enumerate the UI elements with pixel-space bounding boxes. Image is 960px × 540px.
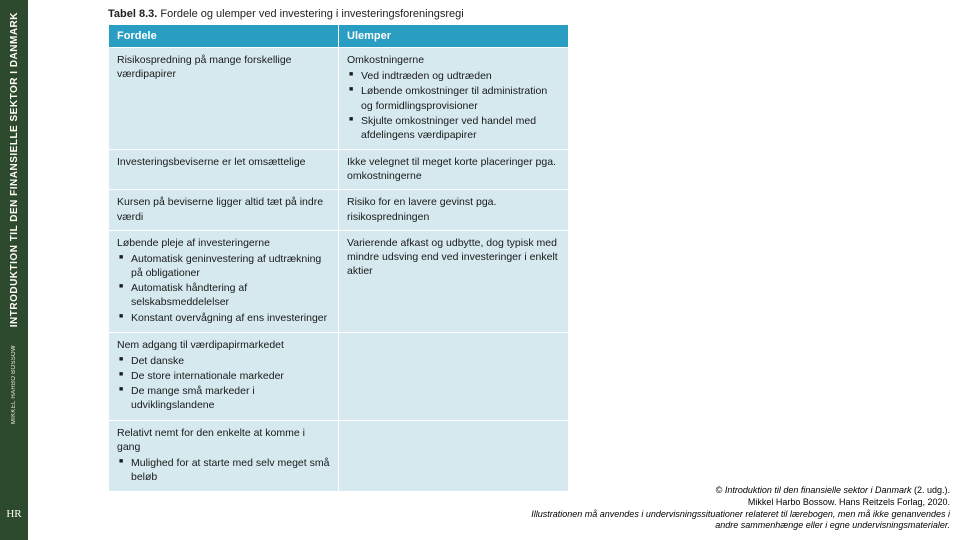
spine-title: INTRODUKTION TIL DEN FINANSIELLE SEKTOR …: [9, 12, 20, 327]
cell-lead: Investeringsbeviserne er let omsættelige: [117, 155, 330, 169]
bullet-item: Det danske: [117, 354, 330, 368]
bullet-item: Løbende omkostninger til administration …: [347, 84, 560, 112]
table-row: Kursen på beviserne ligger altid tæt på …: [109, 190, 569, 230]
fordele-cell: Risikospredning på mange forskellige vær…: [109, 48, 339, 150]
table-row: Nem adgang til værdipapirmarkedet Det dan…: [109, 332, 569, 420]
spine-author: MIKKEL HARBO BOSSOW: [11, 345, 17, 424]
fordele-cell: Løbende pleje af investeringerne Automati…: [109, 230, 339, 332]
bullet-item: Skjulte omkostninger ved handel med afde…: [347, 114, 560, 142]
cell-lead: Varierende afkast og udbytte, dog typisk…: [347, 236, 560, 279]
cell-lead: Risikospredning på mange forskellige vær…: [117, 53, 330, 81]
table-row: Risikospredning på mange forskellige vær…: [109, 48, 569, 150]
cell-bullets: Det danskeDe store internationale marked…: [117, 354, 330, 413]
cell-bullets: Mulighed for at starte med selv meget sm…: [117, 456, 330, 484]
fordele-cell: Investeringsbeviserne er let omsættelige: [109, 150, 339, 190]
credit-line-3: Illustrationen må anvendes i undervisnin…: [510, 509, 950, 532]
bullet-item: Konstant overvågning af ens investeringe…: [117, 311, 330, 325]
cell-lead: Ikke velegnet til meget korte placeringe…: [347, 155, 560, 183]
table-row: Relativt nemt for den enkelte at komme i…: [109, 420, 569, 492]
fordele-cell: Relativt nemt for den enkelte at komme i…: [109, 420, 339, 492]
bullet-item: Automatisk geninvestering af udtrækning …: [117, 252, 330, 280]
col-header-ulemper: Ulemper: [339, 25, 569, 48]
cell-lead: Relativt nemt for den enkelte at komme i…: [117, 426, 330, 454]
bullet-item: Ved indtræden og udtræden: [347, 69, 560, 83]
cell-lead: Risiko for en lavere gevinst pga. risiko…: [347, 195, 560, 223]
ulemper-cell: Varierende afkast og udbytte, dog typisk…: [339, 230, 569, 332]
cell-bullets: Automatisk geninvestering af udtrækning …: [117, 252, 330, 325]
publisher-logo: HR: [6, 508, 21, 520]
fordele-cell: Kursen på beviserne ligger altid tæt på …: [109, 190, 339, 230]
col-header-fordele: Fordele: [109, 25, 339, 48]
cell-lead: Omkostningerne: [347, 53, 560, 67]
ulemper-cell: [339, 420, 569, 492]
table-caption: Tabel 8.3. Fordele og ulemper ved invest…: [108, 8, 950, 20]
bullet-item: De store internationale markeder: [117, 369, 330, 383]
ulemper-cell: Risiko for en lavere gevinst pga. risiko…: [339, 190, 569, 230]
credit-block: © Introduktion til den finansielle sekto…: [510, 485, 950, 532]
cell-lead: Nem adgang til værdipapirmarkedet: [117, 338, 330, 352]
table-header-row: Fordele Ulemper: [109, 25, 569, 48]
table-row: Investeringsbeviserne er let omsættelige…: [109, 150, 569, 190]
book-spine: INTRODUKTION TIL DEN FINANSIELLE SEKTOR …: [0, 0, 28, 540]
table-caption-text: Fordele og ulemper ved investering i inv…: [160, 8, 463, 20]
cell-lead: Løbende pleje af investeringerne: [117, 236, 330, 250]
ulemper-cell: [339, 332, 569, 420]
bullet-item: Mulighed for at starte med selv meget sm…: [117, 456, 330, 484]
fordele-cell: Nem adgang til værdipapirmarkedet Det dan…: [109, 332, 339, 420]
credit-line-1: © Introduktion til den finansielle sekto…: [510, 485, 950, 497]
bullet-item: De mange små markeder i udviklingslanden…: [117, 384, 330, 412]
ulemper-cell: Omkostningerne Ved indtræden og udtrædenL…: [339, 48, 569, 150]
credit-line-2: Mikkel Harbo Bossow. Hans Reitzels Forla…: [510, 497, 950, 509]
table-row: Løbende pleje af investeringerne Automati…: [109, 230, 569, 332]
bullet-item: Automatisk håndtering af selskabsmeddele…: [117, 281, 330, 309]
table-label: Tabel 8.3.: [108, 8, 157, 20]
cell-lead: Kursen på beviserne ligger altid tæt på …: [117, 195, 330, 223]
ulemper-cell: Ikke velegnet til meget korte placeringe…: [339, 150, 569, 190]
cell-bullets: Ved indtræden og udtrædenLøbende omkostn…: [347, 69, 560, 142]
pros-cons-table: Fordele Ulemper Risikospredning på mange…: [108, 24, 569, 492]
page-content: Tabel 8.3. Fordele og ulemper ved invest…: [28, 0, 960, 540]
